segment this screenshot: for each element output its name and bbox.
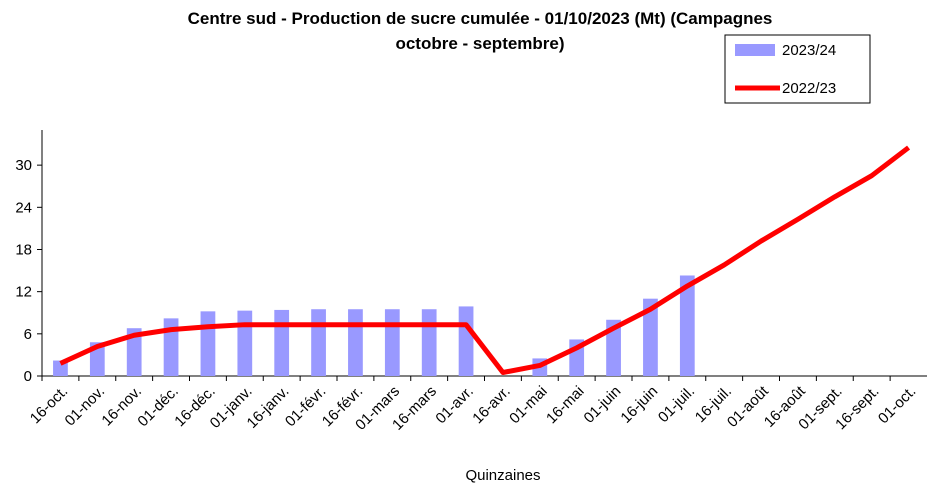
x-tick-label: 16-avr.: [469, 383, 513, 427]
bar: [643, 298, 658, 376]
x-tick-label: 01-févr.: [282, 383, 329, 430]
bar: [679, 275, 695, 376]
x-axis-title: Quinzaines: [465, 467, 540, 484]
y-tick-label: 12: [15, 284, 32, 301]
y-tick-label: 6: [24, 326, 32, 343]
x-tick-label: 16-mai: [543, 383, 587, 427]
bar: [458, 306, 474, 376]
x-tick-label: 01-oct.: [875, 383, 919, 427]
chart-title: Centre sud - Production de sucre cumulée…: [188, 9, 773, 28]
bar: [200, 311, 216, 376]
bar: [237, 310, 253, 376]
y-tick-label: 24: [15, 199, 32, 216]
x-tick-label: 01-déc.: [134, 383, 181, 430]
y-tick-label: 18: [15, 241, 32, 258]
bar: [274, 309, 290, 376]
legend-swatch: [735, 44, 775, 56]
bar: [163, 318, 179, 376]
x-tick-label: 01-nov.: [62, 383, 109, 430]
line: [59, 145, 911, 375]
bar: [384, 309, 400, 376]
x-tick-label: 01-juin: [581, 383, 625, 427]
y-tick-label: 30: [15, 157, 32, 174]
x-tick-label: 01-juil.: [655, 383, 698, 426]
bar: [421, 309, 437, 376]
bar: [126, 328, 142, 376]
bar: [606, 319, 621, 376]
legend-label: 2023/24: [782, 42, 836, 59]
chart-subtitle: octobre - septembre): [395, 34, 564, 53]
x-tick-label: 16-juin: [617, 383, 661, 427]
bar: [348, 309, 363, 376]
bar: [311, 309, 326, 376]
y-tick-label: 0: [24, 368, 32, 385]
legend-label: 2022/23: [782, 80, 836, 97]
x-tick-label: 01-avr.: [432, 383, 476, 427]
x-tick-label: 01-mai: [506, 383, 550, 427]
